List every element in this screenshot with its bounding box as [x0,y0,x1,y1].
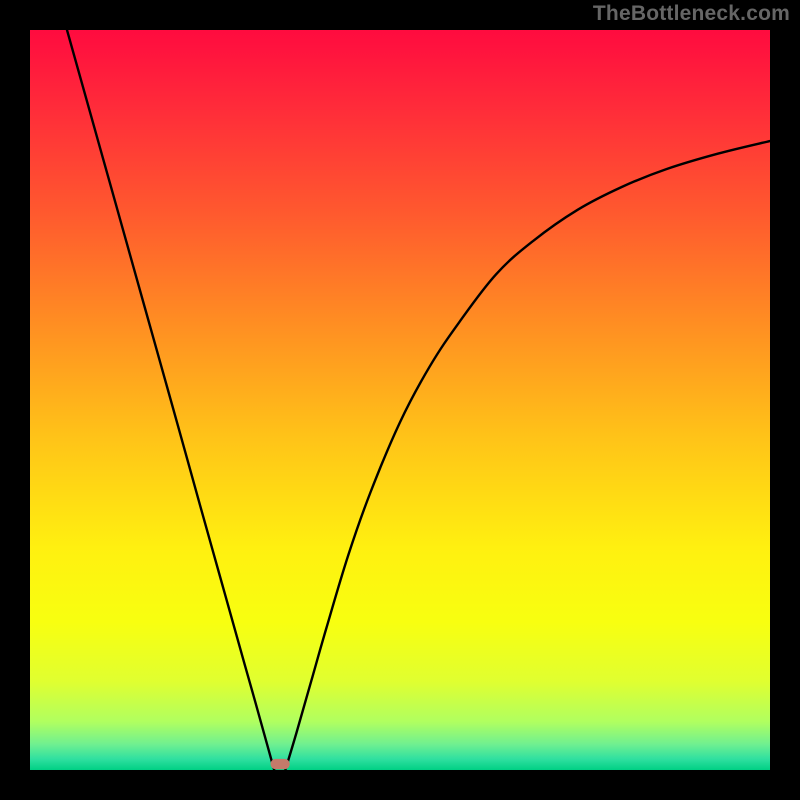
chart-background [30,30,770,770]
optimum-marker [271,759,290,769]
chart-svg [30,30,770,770]
bottleneck-chart [30,30,770,770]
watermark-text: TheBottleneck.com [593,2,790,26]
